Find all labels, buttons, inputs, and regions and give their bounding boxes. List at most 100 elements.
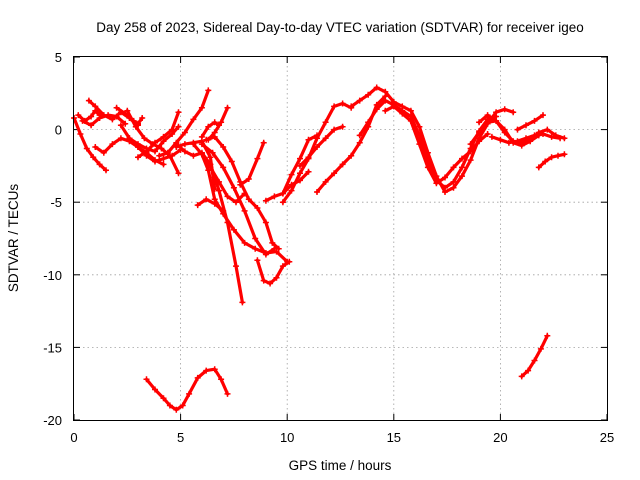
data-point — [459, 164, 465, 171]
data-point — [230, 226, 237, 233]
data-point — [166, 402, 173, 409]
data-point — [152, 386, 158, 393]
data-point — [135, 141, 141, 148]
data-point — [561, 151, 568, 158]
data-point — [557, 135, 564, 142]
data-point — [260, 139, 267, 146]
data-point — [382, 107, 389, 114]
data-point — [126, 135, 133, 142]
data-point — [190, 141, 197, 148]
data-point — [365, 119, 372, 126]
data-point — [88, 113, 95, 120]
data-point — [122, 120, 129, 127]
series-track-10 — [136, 110, 181, 159]
data-point — [211, 200, 218, 207]
data-point — [218, 376, 225, 383]
series-track-16 — [200, 142, 276, 257]
data-point — [493, 117, 500, 124]
data-point — [203, 367, 210, 374]
data-point — [514, 138, 521, 145]
data-point — [356, 139, 363, 146]
data-point — [484, 112, 491, 119]
data-point — [241, 239, 248, 246]
data-point — [339, 123, 346, 130]
data-point — [92, 144, 99, 150]
data-point — [450, 184, 457, 191]
data-point — [450, 178, 457, 185]
data-point — [488, 133, 495, 140]
data-point — [459, 155, 465, 162]
series-track-17 — [196, 197, 225, 213]
x-tick-label: 15 — [387, 430, 401, 445]
data-point — [322, 119, 329, 126]
data-point — [216, 178, 222, 185]
data-point — [160, 155, 167, 162]
x-tick-label: 25 — [600, 430, 614, 445]
data-point — [518, 142, 525, 149]
data-point — [424, 164, 431, 171]
data-point — [211, 119, 218, 126]
data-point — [540, 112, 546, 119]
data-point — [476, 129, 483, 136]
data-point — [254, 155, 261, 162]
data-point — [288, 171, 295, 178]
series-track-1 — [72, 116, 108, 172]
data-point — [542, 158, 549, 165]
data-point — [205, 136, 212, 143]
plot-frame — [73, 56, 608, 421]
data-point — [365, 91, 372, 98]
data-point — [305, 154, 312, 161]
x-tick-label: 20 — [493, 430, 507, 445]
data-point — [518, 373, 525, 380]
data-point — [117, 122, 124, 129]
data-point — [124, 107, 131, 114]
data-point — [548, 133, 555, 140]
data-point — [160, 133, 167, 140]
data-point — [216, 187, 222, 194]
data-point — [540, 131, 546, 137]
data-point — [233, 263, 239, 270]
data-point — [241, 207, 248, 214]
data-point — [433, 180, 440, 187]
data-point — [548, 154, 555, 161]
series-track-25 — [281, 101, 353, 204]
data-point — [216, 122, 222, 129]
data-point — [203, 196, 210, 203]
data-point — [275, 245, 282, 252]
data-point — [190, 116, 197, 123]
data-point — [544, 126, 551, 133]
data-point — [348, 152, 355, 159]
data-point — [160, 395, 167, 402]
data-point — [100, 112, 107, 119]
data-point — [390, 103, 397, 110]
data-point — [407, 117, 414, 124]
data-point — [416, 123, 423, 130]
grid-lines — [74, 57, 607, 420]
data-point — [484, 131, 491, 137]
data-point — [555, 152, 561, 159]
data-point — [224, 193, 231, 200]
y-tick-label: -20 — [43, 413, 62, 428]
series-track-20 — [200, 120, 221, 139]
data-point — [79, 117, 86, 124]
data-point — [262, 197, 269, 204]
data-point — [297, 162, 303, 169]
data-point — [322, 135, 329, 142]
data-point — [77, 131, 84, 137]
data-point — [254, 205, 261, 211]
data-point — [331, 103, 338, 110]
data-point — [382, 97, 389, 104]
data-point — [237, 181, 244, 188]
data-point — [181, 129, 188, 136]
data-point — [476, 138, 483, 145]
data-point — [211, 129, 218, 136]
data-point — [501, 126, 508, 133]
y-axis-label: SDTVAR / TECUs — [6, 184, 21, 293]
x-tick-label: 0 — [70, 430, 77, 445]
data-point — [262, 251, 269, 258]
data-point — [373, 106, 380, 113]
data-point — [175, 123, 182, 130]
data-point — [141, 135, 148, 142]
data-point — [205, 167, 212, 174]
